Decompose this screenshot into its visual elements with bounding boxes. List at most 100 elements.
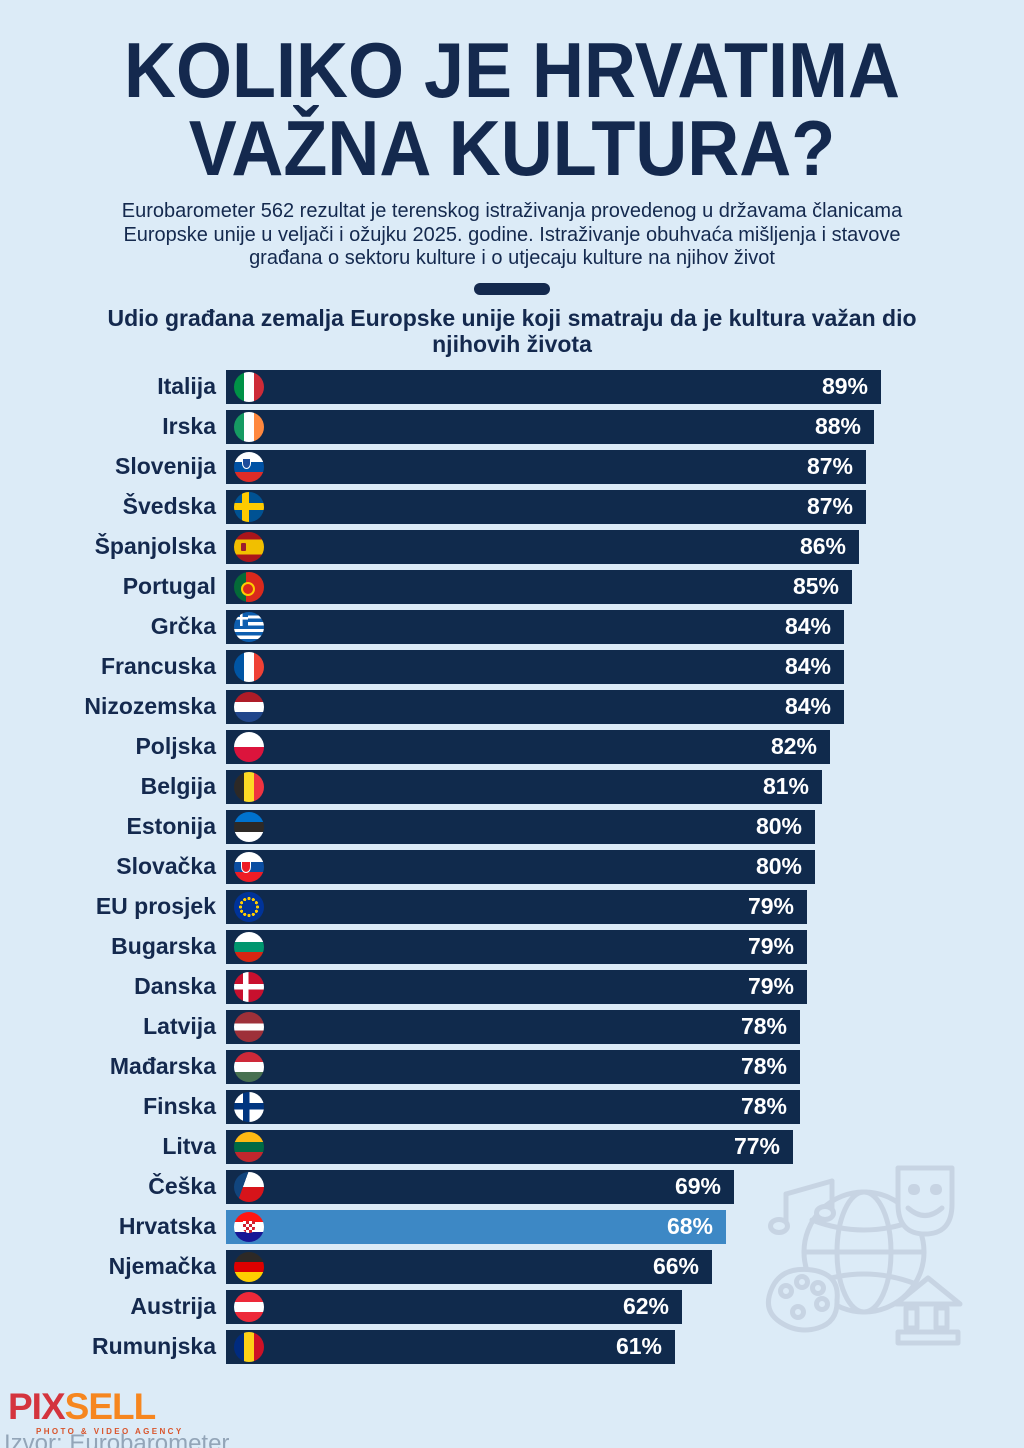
country-bar: 79% [226, 929, 807, 964]
country-bar: 86% [226, 529, 859, 564]
globe-icon [801, 1189, 927, 1315]
value-label: 68% [666, 1213, 713, 1240]
chart-row: Bugarska 79% [0, 929, 1024, 964]
country-bar: 61% [226, 1329, 675, 1364]
flag-hr-icon [234, 1211, 264, 1242]
flag-bg-icon [234, 931, 264, 962]
music-note-icon [768, 1178, 836, 1235]
chart-row: Nizozemska 84% [0, 689, 1024, 724]
country-label: EU prosjek [95, 893, 216, 920]
chart-row: Estonija 80% [0, 809, 1024, 844]
country-bar: 78% [226, 1089, 800, 1124]
flag-se-icon [234, 491, 264, 522]
value-label: 87% [806, 493, 853, 520]
chart-row: Italija 89% [0, 369, 1024, 404]
chart-row: Slovenija 87% [0, 449, 1024, 484]
value-label: 84% [784, 693, 831, 720]
chart-row: Češka 69% [0, 1169, 1024, 1204]
country-bar: 68% [226, 1209, 726, 1244]
chart-row: Poljska 82% [0, 729, 1024, 764]
country-label: Češka [148, 1173, 216, 1200]
value-label: 87% [806, 453, 853, 480]
country-label: Hrvatska [118, 1213, 216, 1240]
divider-dash [474, 282, 550, 295]
value-label: 85% [792, 573, 839, 600]
value-label: 77% [733, 1133, 780, 1160]
country-label: Finska [143, 1093, 216, 1120]
pixsell-logo: PIXSELL PHOTO & VIDEO AGENCY [8, 1388, 184, 1436]
country-label: Latvija [143, 1013, 216, 1040]
flag-ro-icon [234, 1331, 264, 1362]
value-label: 84% [784, 653, 831, 680]
value-label: 78% [740, 1053, 787, 1080]
country-label: Njemačka [108, 1253, 216, 1280]
value-label: 66% [652, 1253, 699, 1280]
value-label: 79% [747, 893, 794, 920]
logo-pix-text: PIX [8, 1386, 66, 1427]
flag-it-icon [234, 371, 264, 402]
country-label: Bugarska [111, 933, 216, 960]
value-label: 82% [770, 733, 817, 760]
country-bar: 84% [226, 689, 844, 724]
country-bar: 80% [226, 849, 815, 884]
chart-row: Hrvatska 68% [0, 1209, 1024, 1244]
value-label: 84% [784, 613, 831, 640]
country-bar: 79% [226, 969, 807, 1004]
value-label: 62% [622, 1293, 669, 1320]
country-bar: 69% [226, 1169, 734, 1204]
country-label: Španjolska [94, 533, 216, 560]
flag-sk-icon [234, 851, 264, 882]
source-credit: Izvor: Eurobarometer [4, 1430, 230, 1448]
flag-pt-icon [234, 571, 264, 602]
country-bar: 79% [226, 889, 807, 924]
flag-at-icon [234, 1291, 264, 1322]
value-label: 61% [615, 1333, 662, 1360]
chart-row: Grčka 84% [0, 609, 1024, 644]
flag-lt-icon [234, 1131, 264, 1162]
flag-hu-icon [234, 1051, 264, 1082]
country-label: Irska [162, 413, 216, 440]
value-label: 88% [814, 413, 861, 440]
chart-row: Litva 77% [0, 1129, 1024, 1164]
flag-si-icon [234, 451, 264, 482]
country-label: Portugal [122, 573, 216, 600]
chart-row: Švedska 87% [0, 489, 1024, 524]
chart-row: Slovačka 80% [0, 849, 1024, 884]
chart-row: Irska 88% [0, 409, 1024, 444]
value-label: 80% [755, 813, 802, 840]
subtitle-text: Eurobarometer 562 rezultat je terenskog … [121, 200, 903, 270]
country-label: Grčka [150, 613, 216, 640]
country-bar: 88% [226, 409, 874, 444]
country-label: Slovenija [115, 453, 216, 480]
country-bar: 66% [226, 1249, 712, 1284]
country-bar: 82% [226, 729, 830, 764]
chart-title: Udio građana zemalja Europske unije koji… [107, 304, 917, 358]
flag-de-icon [234, 1251, 264, 1282]
logo-sell-text: SELL [64, 1386, 157, 1427]
flag-nl-icon [234, 691, 264, 722]
flag-pl-icon [234, 731, 264, 762]
value-label: 79% [747, 933, 794, 960]
chart-row: Španjolska 86% [0, 529, 1024, 564]
value-label: 86% [799, 533, 846, 560]
country-bar: 87% [226, 449, 866, 484]
value-label: 80% [755, 853, 802, 880]
flag-eu-icon [234, 891, 264, 922]
theater-mask-icon [895, 1165, 955, 1237]
chart-row: Finska 78% [0, 1089, 1024, 1124]
chart-row: Mađarska 78% [0, 1049, 1024, 1084]
country-bar: 87% [226, 489, 866, 524]
paint-palette-icon [765, 1266, 840, 1333]
flag-cz-icon [234, 1171, 264, 1202]
chart-row: Latvija 78% [0, 1009, 1024, 1044]
country-bar: 77% [226, 1129, 793, 1164]
chart-row: Francuska 84% [0, 649, 1024, 684]
country-label: Austrija [130, 1293, 216, 1320]
page-title: KOLIKO JE HRVATIMA VAŽNA KULTURA? [0, 32, 1024, 188]
country-label: Švedska [122, 493, 216, 520]
flag-fi-icon [234, 1091, 264, 1122]
country-bar: 85% [226, 569, 852, 604]
flag-es-icon [234, 531, 264, 562]
value-label: 69% [674, 1173, 721, 1200]
